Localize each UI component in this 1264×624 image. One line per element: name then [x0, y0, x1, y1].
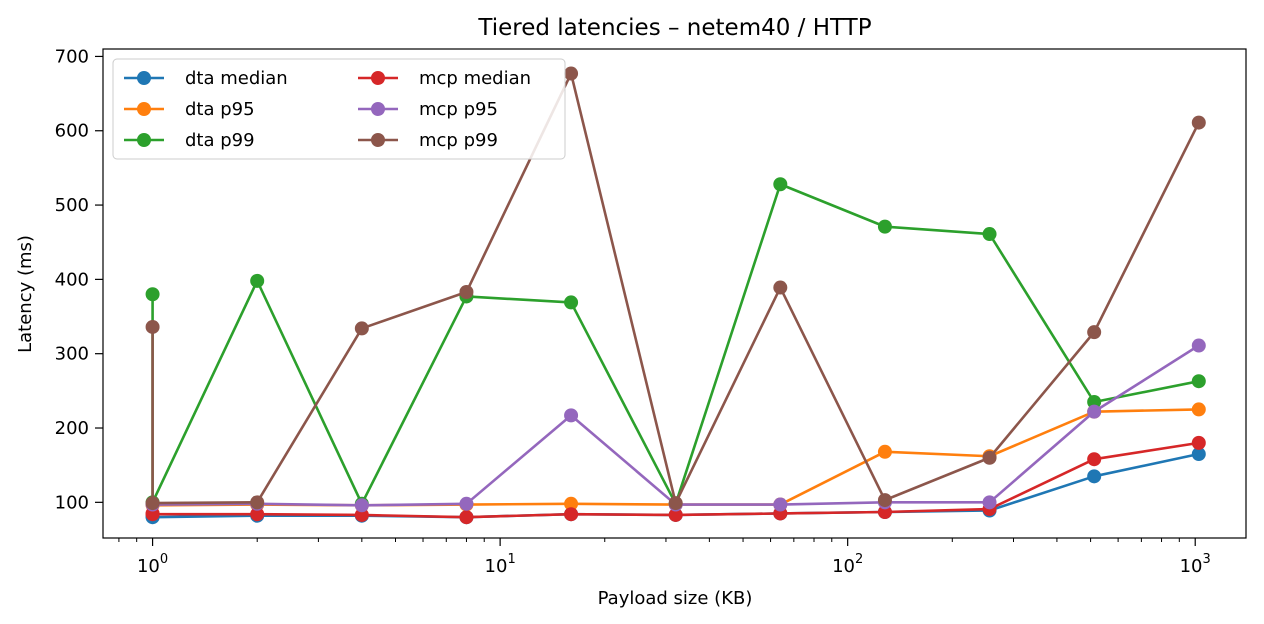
x-tick-exponent: 3 — [1203, 552, 1211, 567]
x-tick-label: 103 — [1180, 552, 1211, 577]
data-point — [1087, 452, 1102, 467]
legend-label: dta median — [185, 68, 288, 89]
legend-label: dta p99 — [185, 130, 255, 151]
x-tick-base: 10 — [485, 556, 508, 577]
data-point — [145, 319, 160, 334]
data-point — [877, 444, 892, 459]
y-tick-label: 300 — [55, 344, 89, 365]
x-tick-label: 101 — [485, 552, 516, 577]
data-point — [354, 321, 369, 336]
data-point — [877, 504, 892, 519]
data-point — [145, 496, 160, 511]
y-tick-label: 700 — [55, 46, 89, 67]
data-point — [250, 273, 265, 288]
data-point — [773, 497, 788, 512]
x-tick-exponent: 2 — [855, 552, 863, 567]
legend-label: dta p95 — [185, 99, 255, 120]
data-point — [1087, 395, 1102, 409]
data-point — [668, 496, 683, 511]
data-point — [250, 495, 265, 510]
data-point — [1191, 402, 1206, 417]
y-axis-label: Latency (ms) — [15, 235, 36, 353]
data-point — [877, 493, 892, 508]
y-tick-label: 500 — [55, 195, 89, 216]
y-tick-label: 600 — [55, 121, 89, 142]
x-tick-label: 102 — [832, 552, 863, 577]
data-point — [982, 495, 997, 510]
y-tick-label: 200 — [55, 418, 89, 439]
plot-frame — [102, 48, 1247, 539]
chart-title: Tiered latencies – netem40 / HTTP — [477, 15, 871, 41]
data-point — [564, 408, 579, 423]
series-5 — [145, 66, 1206, 511]
data-point — [1087, 404, 1102, 419]
data-point — [564, 496, 579, 511]
legend-marker — [137, 133, 151, 147]
data-point — [668, 507, 683, 522]
x-axis: 100 101 102 103 — [118, 538, 1211, 577]
data-point — [564, 507, 579, 522]
data-point — [145, 287, 160, 302]
x-axis-label: Payload size (KB) — [598, 588, 753, 609]
data-point — [459, 496, 474, 511]
data-point — [1087, 469, 1102, 484]
data-point — [564, 295, 579, 310]
y-tick-label: 100 — [55, 492, 89, 513]
legend-entry: mcp median — [358, 68, 531, 89]
x-tick-exponent: 1 — [507, 552, 515, 567]
data-point — [1191, 338, 1206, 353]
legend-entry: dta median — [124, 68, 288, 89]
legend: dta median dta p95 dta p99 mcp median mcp p9… — [112, 58, 566, 160]
x-tick-base: 10 — [832, 556, 855, 577]
x-tick-base: 10 — [1180, 556, 1203, 577]
data-point — [354, 507, 369, 522]
legend-entry: dta p95 — [124, 99, 255, 120]
data-point — [459, 510, 474, 525]
data-point — [1191, 447, 1206, 462]
x-tick-base: 10 — [137, 556, 160, 577]
legend-entry: mcp p99 — [358, 130, 498, 151]
data-point — [459, 285, 474, 300]
series-1 — [145, 402, 1206, 513]
data-point — [1191, 374, 1206, 389]
series-line — [151, 72, 1200, 505]
legend-box — [112, 58, 566, 160]
data-point — [773, 177, 788, 192]
series-3 — [145, 435, 1206, 525]
y-axis: 100 200 300 400 500 600 700 — [55, 46, 103, 513]
data-point — [877, 219, 892, 234]
data-point — [1191, 115, 1206, 130]
legend-marker — [371, 102, 385, 116]
series-line — [151, 182, 1200, 506]
y-tick-label: 400 — [55, 269, 89, 290]
series-2 — [145, 177, 1206, 511]
legend-marker — [137, 102, 151, 116]
legend-entry: mcp p95 — [358, 99, 498, 120]
legend-marker — [137, 71, 151, 85]
legend-label: mcp median — [419, 68, 531, 89]
data-point — [1087, 325, 1102, 340]
data-point — [145, 507, 160, 522]
series-layer — [145, 66, 1206, 525]
legend-marker — [371, 133, 385, 147]
data-point — [982, 450, 997, 465]
legend-marker — [371, 71, 385, 85]
x-tick-exponent: 0 — [160, 552, 168, 567]
legend-entry: dta p99 — [124, 130, 255, 151]
data-point — [982, 227, 997, 242]
x-tick-label: 100 — [137, 552, 168, 577]
series-line — [151, 441, 1199, 519]
series-line — [151, 344, 1200, 507]
data-point — [773, 280, 788, 295]
legend-label: mcp p95 — [419, 99, 498, 120]
data-point — [1191, 435, 1206, 450]
legend-label: mcp p99 — [419, 130, 498, 151]
data-point — [354, 498, 369, 513]
data-point — [564, 66, 579, 81]
data-point — [250, 507, 265, 522]
